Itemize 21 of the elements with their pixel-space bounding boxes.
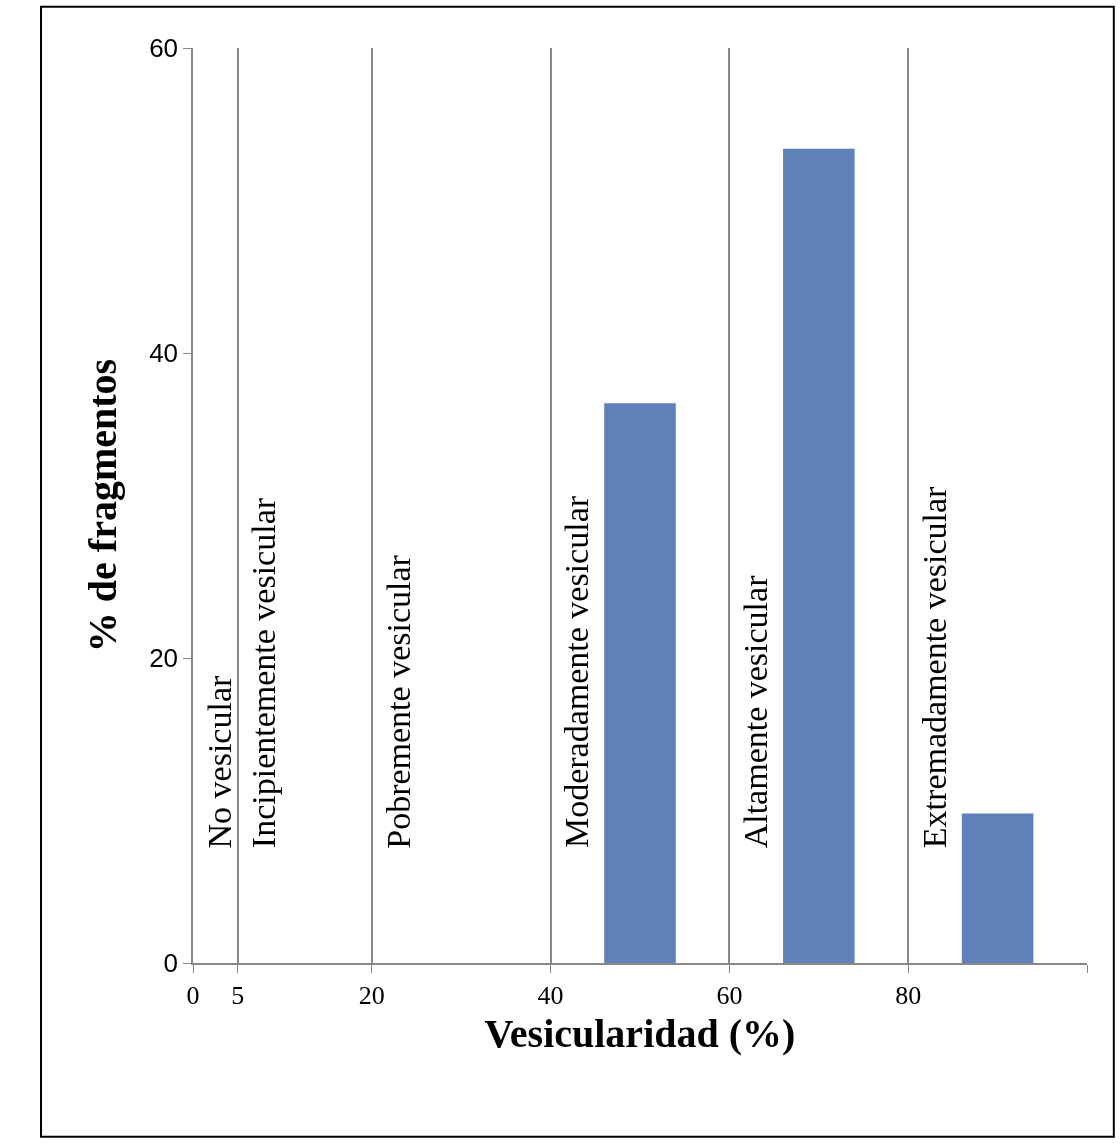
x-tick-label: 20 — [358, 980, 385, 1010]
x-tick-label: 0 — [186, 980, 200, 1010]
annotation: Moderadamente vesicular — [558, 495, 596, 849]
annotation: Pobremente vesicular — [379, 554, 417, 849]
x-tick-label: 40 — [537, 980, 564, 1010]
y-tick-label: 40 — [149, 338, 179, 369]
x-tick-label: 60 — [716, 980, 743, 1010]
x-axis-title: Vesicularidad (%) — [484, 1010, 796, 1056]
bar — [961, 813, 1034, 963]
annotation: No vesicular — [200, 675, 238, 849]
y-tick-label: 20 — [149, 643, 179, 674]
x-tick-label: 5 — [231, 980, 245, 1010]
annotation: Incipientemente vesicular — [245, 497, 283, 849]
y-tick-label: 60 — [149, 33, 179, 64]
x-tick-label: 80 — [895, 980, 922, 1010]
bar — [604, 403, 676, 963]
y-axis-title: % de fragmentos — [80, 358, 126, 653]
y-tick-label: 0 — [163, 948, 179, 979]
annotation: Altamente vesicular — [737, 574, 775, 849]
annotation: Extremadamente vesicular — [916, 485, 954, 849]
bar — [783, 148, 855, 963]
